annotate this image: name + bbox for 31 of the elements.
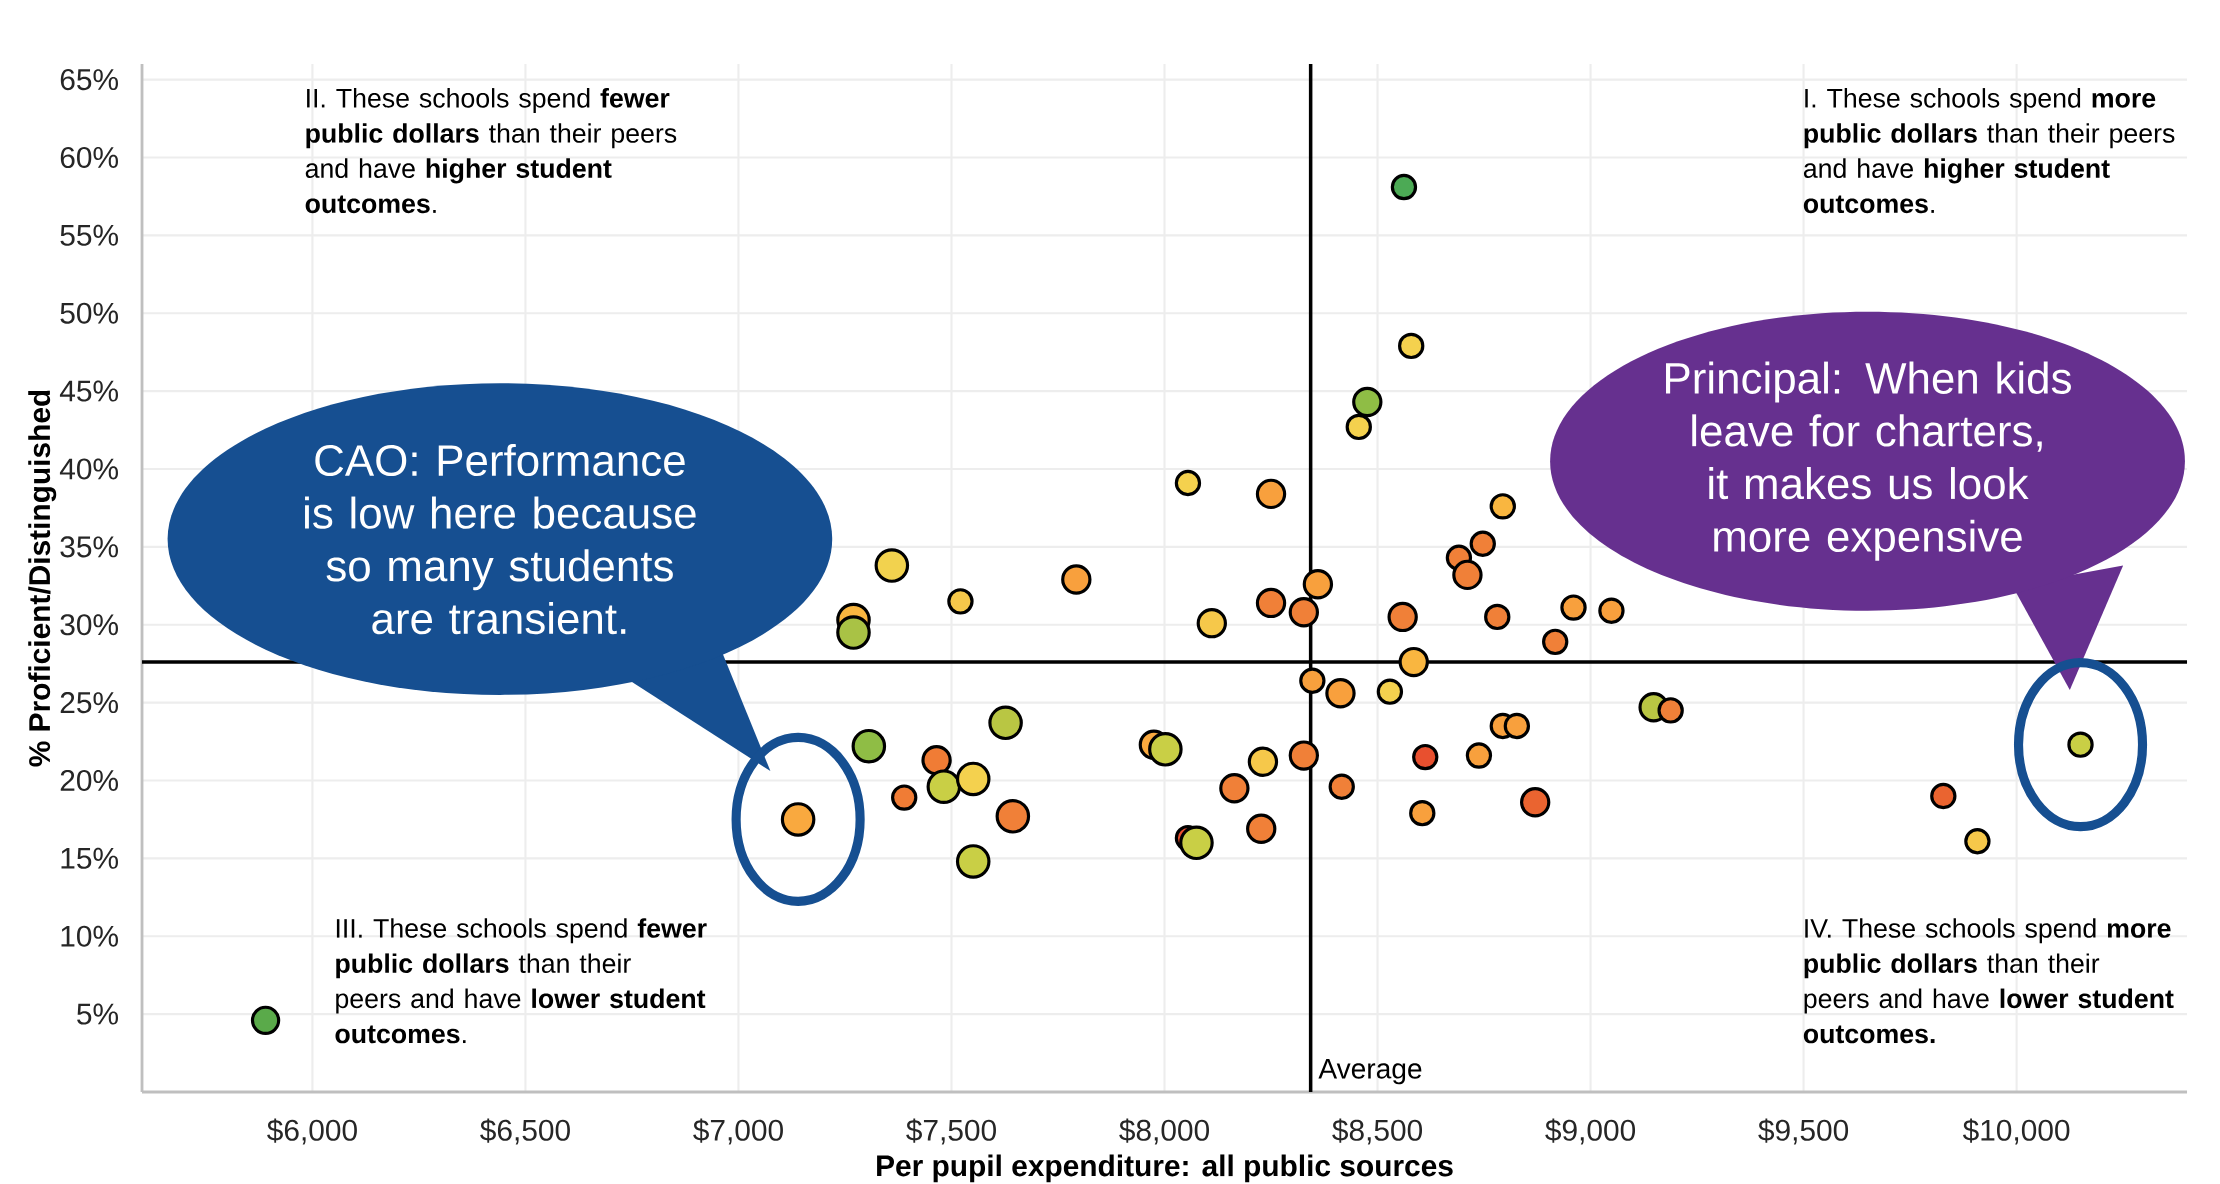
ref-line-label: Average — [1318, 1059, 1422, 1085]
text: II. These schools spend fewer public dollars than their peers and have higher student outcomes. — [305, 88, 677, 214]
x-tick-label: $8,500 — [1332, 1118, 1423, 1145]
y-tick-label: 10% — [61, 925, 118, 947]
x-tick-label: $9,000 — [1545, 1118, 1636, 1145]
y-tick-label: 60% — [60, 146, 118, 169]
x-tick-label: $10,000 — [1962, 1118, 2070, 1145]
y-tick-label: 45% — [59, 380, 118, 402]
x-tick-label: $9,500 — [1758, 1118, 1849, 1145]
text: I. These schools spend more public dollars than their peers and have higher student outcomes. — [1803, 88, 2175, 214]
x-tick-label: $7,500 — [906, 1118, 996, 1145]
x-tick-label: $8,000 — [1119, 1118, 1209, 1145]
x-axis-title: Per pupil expenditure: all public sources — [877, 1154, 1453, 1183]
y-tick-label: 25% — [60, 692, 118, 714]
y-tick-label: 40% — [59, 458, 118, 480]
y-tick-label: 20% — [60, 769, 118, 792]
y-tick-label: 55% — [60, 224, 118, 246]
x-tick-label: $6,000 — [267, 1118, 357, 1145]
annotation: Principal: When kids leave for charters, it makes us look more expensive — [1666, 361, 2071, 561]
y-tick-label: 5% — [77, 1003, 118, 1025]
x-tick-label: $7,000 — [693, 1118, 783, 1145]
y-tick-label: 35% — [60, 536, 118, 558]
y-tick-label: 30% — [60, 614, 118, 636]
text: IV. These schools spend more public dollars than their peers and have lower student outcomes. — [1803, 918, 2174, 1044]
y-tick-label: 50% — [60, 302, 118, 324]
text: III. These schools spend fewer public dollars than their peers and have lower student outcomes. — [335, 918, 707, 1044]
y-axis-title: % Proficient/Distinguished — [28, 390, 57, 767]
x-tick-label: $6,500 — [480, 1118, 570, 1145]
annotation: CAO: Performance is low here because so many students are transient. — [305, 443, 696, 635]
y-tick-label: 65% — [60, 69, 118, 91]
y-tick-label: 15% — [61, 847, 118, 869]
